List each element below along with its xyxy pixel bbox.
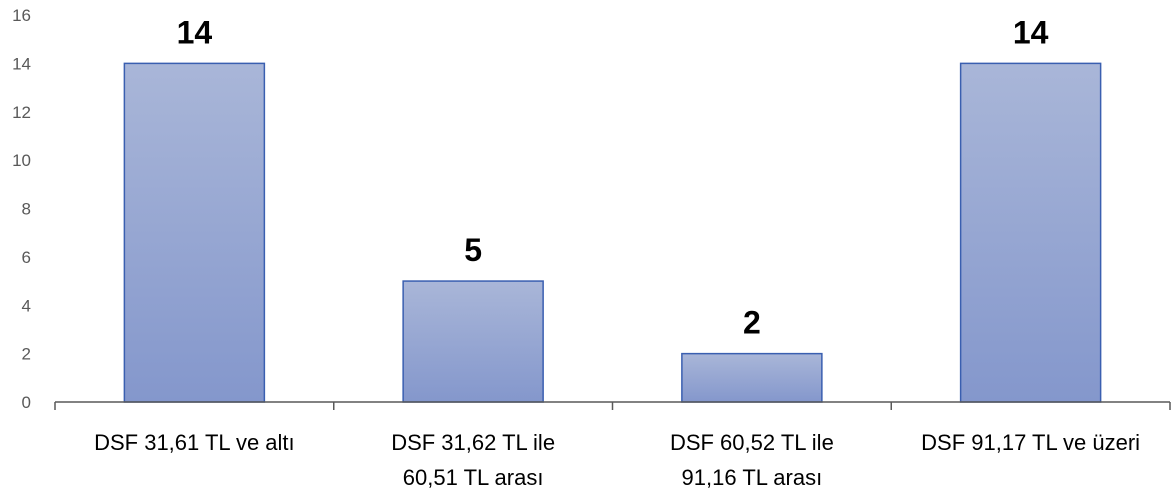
bar <box>959 62 1102 403</box>
data-label: 14 <box>1013 14 1049 50</box>
x-category-label-line: 91,16 TL arası <box>682 465 823 490</box>
x-category-label-line: 60,51 TL arası <box>403 465 544 490</box>
x-axis-category-labels: DSF 31,61 TL ve altı DSF 31,62 TL ile 60,5… <box>94 430 1140 490</box>
bar <box>402 280 544 403</box>
x-category-label: DSF 60,52 TL ile 91,16 TL arası <box>670 430 834 490</box>
y-tick-label: 4 <box>22 296 31 315</box>
x-category-label: DSF 31,62 TL ile 60,51 TL arası <box>391 430 555 490</box>
bars-group <box>123 62 1102 403</box>
y-tick-label: 12 <box>12 103 31 122</box>
data-labels-group: 14 5 2 14 <box>177 14 1049 340</box>
bar <box>123 62 266 403</box>
x-category-label: DSF 31,61 TL ve altı <box>94 430 295 455</box>
data-label: 2 <box>743 305 761 341</box>
data-label: 5 <box>464 232 482 268</box>
x-category-label: DSF 91,17 TL ve üzeri <box>921 430 1140 455</box>
y-tick-label: 6 <box>22 248 31 267</box>
x-category-label-line: DSF 91,17 TL ve üzeri <box>921 430 1140 455</box>
x-axis <box>54 401 1171 410</box>
y-tick-label: 10 <box>12 151 31 170</box>
bar <box>681 352 823 403</box>
y-axis-tick-labels: 0 2 4 6 8 10 12 14 16 <box>12 6 31 412</box>
y-tick-label: 14 <box>12 54 31 73</box>
x-category-label-line: DSF 60,52 TL ile <box>670 430 834 455</box>
y-tick-label: 2 <box>22 345 31 364</box>
y-tick-label: 0 <box>22 393 31 412</box>
y-tick-label: 8 <box>22 200 31 219</box>
x-category-label-line: DSF 31,62 TL ile <box>391 430 555 455</box>
data-label: 14 <box>177 14 213 50</box>
y-tick-label: 16 <box>12 6 31 25</box>
x-category-label-line: DSF 31,61 TL ve altı <box>94 430 295 455</box>
